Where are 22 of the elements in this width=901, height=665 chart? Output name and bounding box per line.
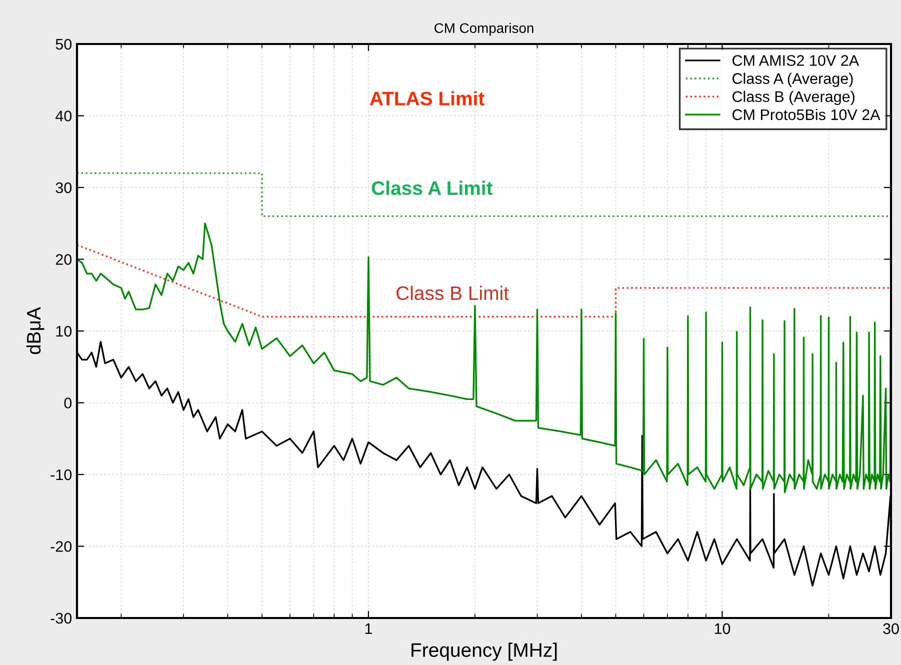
x-tick-label: 1 — [365, 623, 372, 634]
y-axis-title: dBμA — [26, 307, 44, 354]
y-tick-label: 20 — [56, 254, 72, 265]
chart-title: CM Comparison — [434, 22, 534, 36]
y-tick-label: -20 — [50, 541, 72, 552]
y-tick-label: 50 — [56, 38, 72, 50]
y-tick-label: 40 — [56, 110, 72, 122]
y-tick-label: 0 — [64, 398, 72, 408]
legend-label: CM AMIS2 10V 2A — [732, 55, 860, 66]
y-tick-label: 30 — [56, 182, 72, 194]
y-tick-label: -30 — [50, 612, 72, 624]
x-tick-label: 30 — [883, 623, 899, 634]
annotation: ATLAS Limit — [370, 91, 484, 106]
legend-label: CM Proto5Bis 10V 2A — [732, 108, 880, 120]
legend-label: Class A (Average) — [732, 72, 853, 87]
x-tick-label: 10 — [714, 623, 730, 634]
x-axis-title: Frequency [MHz] — [412, 642, 557, 661]
annotation: Class A Limit — [372, 180, 493, 196]
y-tick-label: -10 — [50, 469, 72, 480]
annotation: Class B Limit — [396, 286, 509, 300]
y-tick-label: 10 — [56, 326, 72, 337]
legend-label: Class B (Average) — [732, 90, 854, 106]
